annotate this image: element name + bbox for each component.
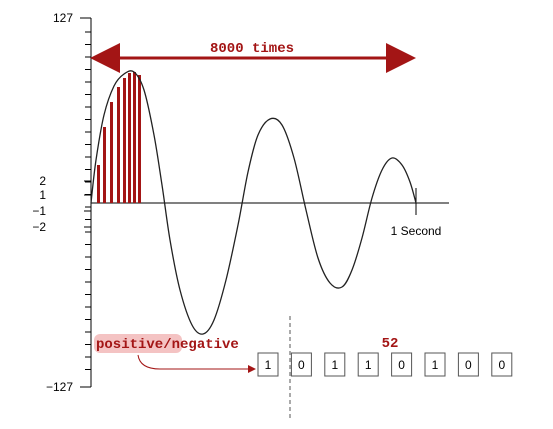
sign-negative: negative xyxy=(172,337,239,353)
sample-bars xyxy=(97,72,141,203)
bit-box xyxy=(290,352,312,377)
bit-value: 0 xyxy=(465,358,472,372)
sign-bit-label: positive/negative xyxy=(96,337,239,353)
y-label-bottom: −127 xyxy=(46,380,73,394)
sample-bar xyxy=(123,78,126,203)
bit-box xyxy=(357,352,379,377)
bit-box xyxy=(457,352,479,377)
bit-box xyxy=(424,352,446,377)
bit-box xyxy=(491,352,513,377)
y-axis-ticks xyxy=(80,17,91,388)
sample-bar xyxy=(117,87,120,203)
bit-value: 0 xyxy=(298,358,305,372)
sample-bar xyxy=(103,127,106,203)
sign-positive: positive xyxy=(96,337,163,353)
sample-bar xyxy=(138,75,141,203)
sample-bar xyxy=(133,72,136,203)
sample-bar xyxy=(128,73,131,203)
bit-value: 1 xyxy=(265,358,272,372)
one-second-label: 1 Second xyxy=(391,224,442,238)
y-label-top: 127 xyxy=(53,11,73,25)
sign-highlight xyxy=(94,334,182,353)
bit-value: 0 xyxy=(398,358,405,372)
bit-box xyxy=(257,352,279,377)
y-label-1: 1 xyxy=(39,188,46,202)
y-label-2: 2 xyxy=(39,174,46,188)
sound-waveform xyxy=(90,70,417,335)
y-label-neg1: −1 xyxy=(32,204,46,218)
bit-value: 1 xyxy=(331,358,338,372)
sign-bit-arrow xyxy=(137,354,256,373)
bit-value: 1 xyxy=(432,358,439,372)
sample-bar xyxy=(97,165,100,203)
span-label: 8000 times xyxy=(210,41,294,57)
bit-value: 1 xyxy=(365,358,372,372)
y-label-neg2: −2 xyxy=(32,220,46,234)
bit-box xyxy=(391,352,413,377)
bit-box xyxy=(324,352,346,377)
sample-bar xyxy=(110,102,113,203)
bit-boxes: 1 0 1 1 0 1 0 0 xyxy=(257,352,513,377)
sign-slash: / xyxy=(163,337,171,353)
byte-value: 52 xyxy=(382,336,399,352)
bit-value: 0 xyxy=(498,358,505,372)
